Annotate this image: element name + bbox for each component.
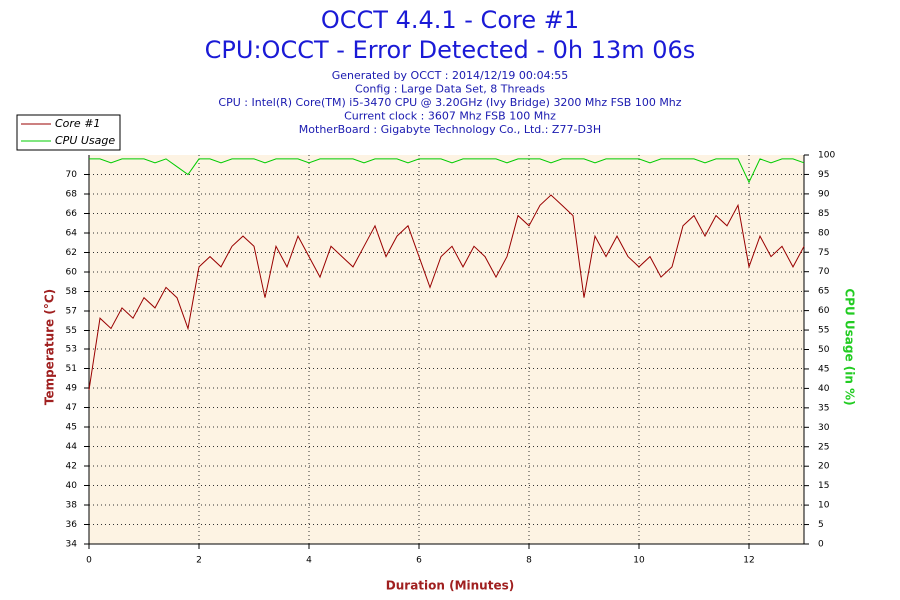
y-tick-label: 70 [66,170,78,180]
y2-tick-label: 20 [818,462,830,472]
y-tick-label: 38 [66,500,78,510]
y2-tick-label: 85 [818,209,829,219]
y-tick-label: 51 [66,364,77,374]
series-line [89,158,805,184]
info-line: Generated by OCCT : 2014/12/19 00:04:55 [332,69,569,82]
chart-subtitle: CPU:OCCT - Error Detected - 0h 13m 06s [205,36,696,64]
y2-tick-label: 0 [818,540,824,550]
legend-label: CPU Usage [55,134,115,147]
x-tick-label: 4 [306,556,312,566]
y2-tick-label: 60 [818,306,830,316]
y2-tick-label: 75 [818,248,829,258]
x-tick-label: 8 [526,556,532,566]
y2-tick-label: 30 [818,423,830,433]
y-tick-label: 60 [66,268,78,278]
plot-area [89,155,804,544]
y2-tick-label: 5 [818,520,824,530]
y2-tick-label: 45 [818,364,829,374]
x-axis-label: Duration (Minutes) [386,579,514,593]
y2-axis-label: CPU Usage (in %) [843,288,857,405]
x-tick-label: 12 [743,556,754,566]
y-tick-label: 47 [66,403,77,413]
chart-title: OCCT 4.4.1 - Core #1 [321,6,579,34]
y2-tick-label: 55 [818,326,829,336]
x-tick-label: 2 [196,556,202,566]
y-tick-label: 64 [66,229,78,239]
y-tick-label: 36 [66,520,78,530]
legend-label: Core #1 [55,117,100,130]
y2-tick-label: 50 [818,345,830,355]
y-tick-label: 40 [66,481,78,491]
y2-tick-label: 35 [818,403,829,413]
y-tick-label: 58 [66,287,78,297]
y-tick-label: 66 [66,209,78,219]
x-tick-label: 0 [86,556,92,566]
info-line: Current clock : 3607 Mhz FSB 100 Mhz [344,110,556,123]
y-tick-label: 62 [66,248,77,258]
y-tick-label: 68 [66,190,78,200]
y2-tick-label: 70 [818,267,830,277]
x-tick-label: 10 [633,556,645,566]
y-tick-label: 57 [66,307,77,317]
y2-tick-label: 100 [818,151,835,161]
y-tick-label: 53 [66,344,77,354]
series-line [88,194,805,391]
x-tick-label: 6 [416,556,422,566]
y-axis-label: Temperature (°C) [43,289,57,405]
y-tick-label: 49 [66,383,78,393]
legend-box [16,114,121,151]
y2-tick-label: 25 [818,442,829,452]
y2-tick-label: 10 [818,501,830,511]
y2-tick-label: 95 [818,170,829,180]
y2-tick-label: 80 [818,228,830,238]
y-tick-label: 34 [66,540,78,550]
y-tick-label: 44 [66,442,78,452]
info-line: Config : Large Data Set, 8 Threads [355,83,545,96]
y2-tick-label: 15 [818,481,829,491]
y2-tick-label: 90 [818,189,830,199]
y2-tick-label: 40 [818,384,830,394]
y-tick-label: 55 [66,326,77,336]
y-tick-label: 42 [66,461,77,471]
y-tick-label: 45 [66,422,77,432]
info-line: MotherBoard : Gigabyte Technology Co., L… [299,123,601,136]
y2-tick-label: 65 [818,287,829,297]
info-line: CPU : Intel(R) Core(TM) i5-3470 CPU @ 3.… [218,96,681,109]
